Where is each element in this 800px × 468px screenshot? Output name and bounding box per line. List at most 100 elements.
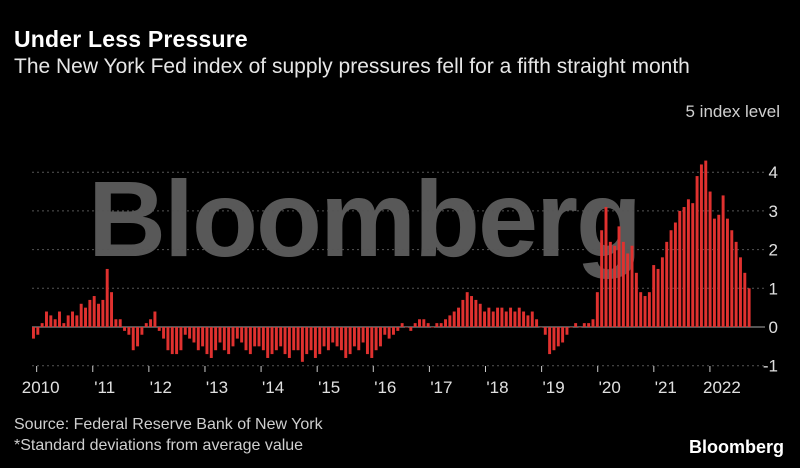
bar: [75, 315, 79, 327]
y-tick-label: 3: [769, 202, 778, 221]
bar: [370, 327, 374, 358]
bar: [652, 265, 656, 327]
bar: [101, 299, 105, 327]
bar: [201, 327, 205, 347]
bar: [405, 327, 408, 328]
bar: [431, 327, 434, 328]
bar: [660, 257, 664, 327]
x-tick-label: '16: [374, 378, 396, 397]
bar: [140, 327, 144, 335]
bar: [114, 319, 118, 327]
bar: [591, 319, 595, 327]
bar: [730, 230, 734, 327]
bar: [253, 327, 257, 347]
bar: [222, 327, 226, 351]
bar: [175, 327, 179, 355]
bar: [522, 311, 526, 327]
bar: [296, 327, 300, 351]
bar: [58, 311, 61, 327]
bar: [457, 307, 460, 327]
bar: [630, 245, 634, 327]
bar: [157, 327, 161, 331]
bar: [682, 207, 686, 327]
bar: [604, 207, 608, 327]
bar: [491, 311, 495, 327]
bar: [179, 327, 183, 351]
bar: [725, 218, 729, 327]
x-tick-label: '15: [318, 378, 340, 397]
bar: [378, 327, 382, 347]
bar: [374, 327, 378, 351]
bar: [470, 296, 474, 327]
bar: [717, 214, 721, 327]
bar: [92, 296, 96, 327]
bar: [88, 299, 92, 327]
bar: [595, 292, 599, 327]
bar: [248, 327, 252, 355]
y-tick-label: 4: [769, 163, 778, 182]
bar: [448, 315, 452, 327]
bar: [409, 327, 413, 331]
bar: [608, 241, 612, 327]
x-tick-label: '12: [150, 378, 172, 397]
bar: [270, 327, 274, 355]
bar: [300, 327, 304, 362]
bar: [45, 311, 48, 327]
bar: [678, 210, 682, 327]
bar: [600, 230, 604, 327]
bar: [413, 323, 417, 327]
bar: [556, 327, 560, 347]
bar: [478, 303, 482, 327]
bar-series: [32, 160, 751, 362]
bar: [578, 327, 582, 328]
bar: [513, 311, 517, 327]
bar: [387, 327, 391, 339]
bar: [149, 319, 153, 327]
bar: [274, 327, 278, 351]
bar: [209, 327, 213, 358]
x-tick-label: 2022: [703, 378, 741, 397]
x-axis-ticks: 2010 '11 '12 '13 '14 '15 '16 '17 '18 '19 '20 '21 202…: [22, 366, 741, 397]
bar: [474, 299, 478, 327]
bar: [123, 327, 127, 331]
y-tick-label: -1: [763, 357, 778, 376]
bar: [418, 319, 421, 327]
bar: [509, 307, 513, 327]
bar: [561, 327, 565, 343]
bar: [40, 323, 44, 327]
bar: [747, 288, 751, 327]
bar: [587, 323, 591, 327]
bar: [36, 327, 40, 335]
bar: [131, 327, 135, 351]
x-tick-label: '11: [94, 378, 115, 397]
bar: [331, 327, 335, 343]
bar: [548, 327, 552, 355]
bar: [166, 327, 170, 351]
bar: [574, 323, 578, 327]
bar: [461, 299, 465, 327]
bar: [673, 222, 677, 327]
bar: [218, 327, 222, 343]
bar: [162, 327, 166, 339]
bar: [565, 327, 569, 335]
bar: [656, 268, 660, 327]
bar: [617, 226, 621, 327]
bar: [500, 307, 504, 327]
bar: [465, 292, 469, 327]
bar: [626, 253, 630, 327]
bar: [287, 327, 291, 358]
bar: [708, 191, 712, 327]
x-tick-label: '20: [599, 378, 621, 397]
bar: [439, 323, 443, 327]
bar: [66, 315, 70, 327]
bar: [205, 327, 209, 355]
footnote: *Standard deviations from average value: [14, 437, 304, 454]
bar: [639, 292, 643, 327]
bar: [136, 327, 140, 347]
bar: [496, 307, 500, 327]
bar: [231, 327, 235, 347]
bar: [613, 245, 617, 327]
bar: [582, 323, 586, 327]
bar: [192, 327, 196, 343]
